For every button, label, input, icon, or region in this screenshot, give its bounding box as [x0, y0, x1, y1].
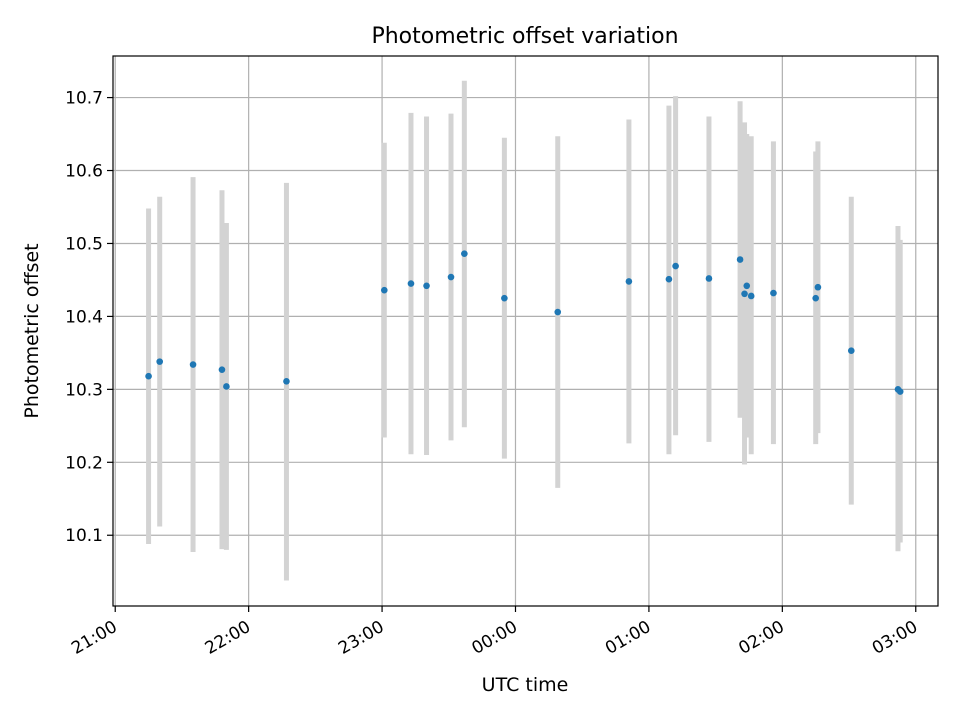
- data-point: [380, 286, 388, 294]
- y-tick-label: 10.2: [65, 453, 103, 473]
- x-tick-label: 00:00: [469, 617, 521, 659]
- data-point: [447, 273, 455, 281]
- x-tick-label: 22:00: [202, 617, 254, 659]
- data-point: [896, 388, 904, 395]
- data-point: [501, 294, 508, 302]
- data-point: [747, 292, 755, 300]
- data-points: [145, 250, 904, 395]
- plot-frame: [112, 55, 939, 607]
- y-tick-label: 10.6: [65, 162, 103, 182]
- y-tick-label: 10.3: [65, 380, 103, 400]
- x-axis-label: UTC time: [482, 674, 569, 696]
- data-point: [407, 280, 415, 287]
- y-axis-ticks: 10.1 10.2 10.3 10.4 10.5 10.6 10.7: [65, 89, 113, 546]
- x-tick-label: 03:00: [869, 617, 921, 659]
- data-point: [770, 289, 777, 297]
- data-point: [743, 282, 751, 290]
- chart-title: Photometric offset variation: [371, 24, 678, 49]
- y-tick-label: 10.1: [65, 526, 103, 546]
- data-point: [461, 250, 468, 257]
- x-tick-label: 01:00: [602, 617, 654, 659]
- y-tick-label: 10.7: [65, 89, 103, 109]
- data-point: [847, 347, 855, 354]
- x-tick-label: 21:00: [68, 617, 120, 659]
- data-point: [218, 366, 226, 373]
- data-point: [283, 378, 290, 385]
- data-point: [814, 283, 822, 291]
- data-point: [625, 278, 633, 285]
- grid-lines: [113, 56, 938, 606]
- data-point: [665, 275, 673, 283]
- x-axis-ticks: 21:00 22:00 23:00 00:00 01:00 02:00 03:00: [68, 606, 921, 659]
- data-point: [156, 358, 163, 365]
- error-bars: [146, 80, 903, 581]
- y-tick-label: 10.5: [65, 234, 103, 254]
- data-point: [705, 275, 713, 282]
- data-point: [145, 372, 152, 380]
- y-tick-label: 10.4: [65, 307, 103, 327]
- data-point: [736, 256, 744, 263]
- data-point: [189, 361, 197, 368]
- data-point: [423, 282, 430, 290]
- x-tick-label: 23:00: [335, 617, 387, 659]
- data-point: [741, 290, 748, 298]
- data-point: [812, 294, 819, 302]
- data-point: [672, 262, 679, 270]
- data-point: [554, 308, 562, 316]
- x-tick-label: 02:00: [735, 617, 787, 659]
- data-point: [223, 383, 230, 390]
- y-axis-label: Photometric offset: [21, 243, 43, 418]
